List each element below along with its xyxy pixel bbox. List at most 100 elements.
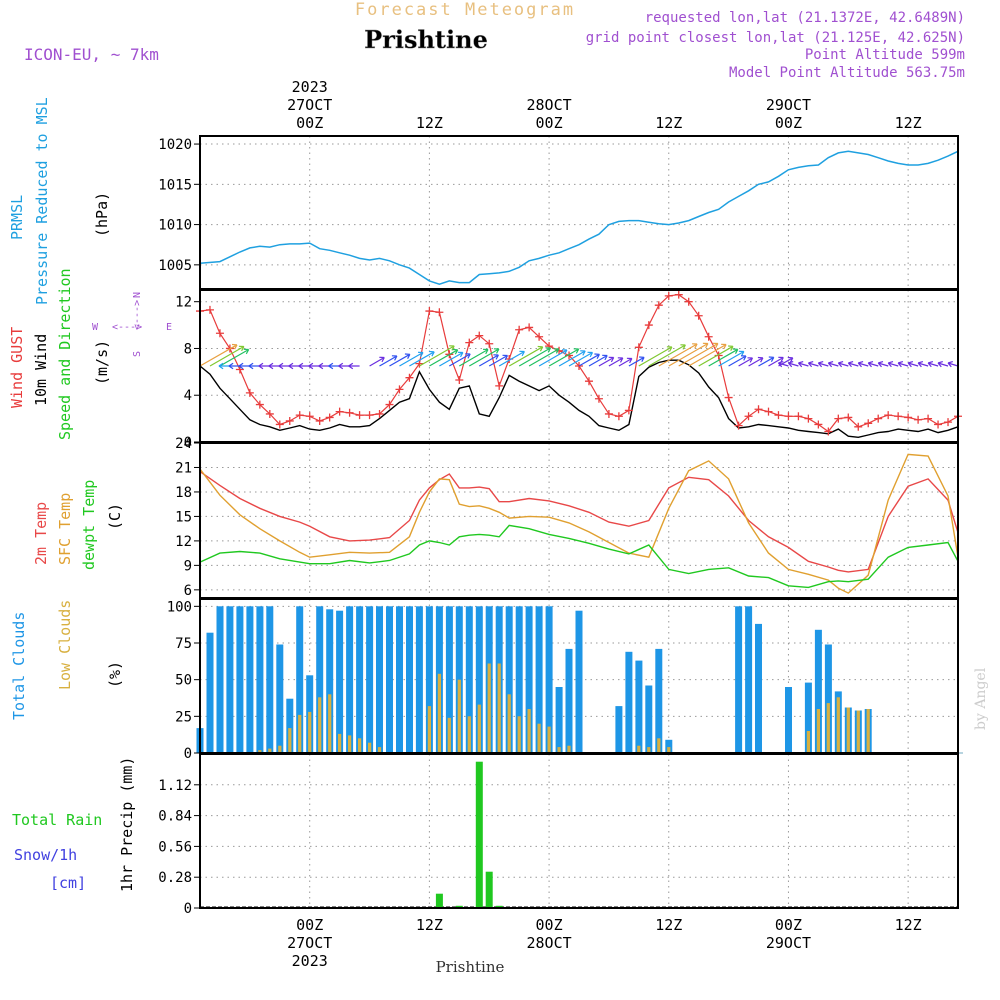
wind-gust-point xyxy=(704,332,713,341)
total-cloud-bar xyxy=(745,606,753,753)
compass-east: E xyxy=(166,322,172,333)
wind-direction-arrow xyxy=(528,348,560,367)
low-cloud-bar xyxy=(537,723,541,753)
temp-unit: (C) xyxy=(106,503,124,530)
wind-gust-point xyxy=(425,307,434,316)
wind-gust-point xyxy=(644,321,653,330)
requested-coords: requested lon,lat (21.1372E, 42.6489N) xyxy=(645,10,965,26)
precip-rain-label: Total Rain xyxy=(12,811,102,829)
footer-location: Prishtine xyxy=(436,958,505,976)
wind-gust-point xyxy=(904,413,913,422)
top-time-label: 2023 xyxy=(292,78,328,96)
wind-gust-point xyxy=(435,308,444,317)
total-cloud-bar xyxy=(286,698,294,753)
wind-gust-point xyxy=(784,412,793,421)
wind-direction-arrow xyxy=(199,343,238,367)
total-cloud-bar xyxy=(465,606,473,753)
y-tick-label: 12 xyxy=(175,534,192,550)
y-tick-label: 0 xyxy=(184,901,192,917)
wind-direction-arrow xyxy=(758,356,775,367)
wind-direction-arrow xyxy=(399,351,424,367)
total-cloud-bar xyxy=(296,606,304,753)
wind-gust-point xyxy=(804,414,813,423)
wind-direction-arrow xyxy=(927,361,939,368)
low-cloud-bar xyxy=(836,697,840,753)
wind-gust-point xyxy=(614,412,623,421)
grid-layer xyxy=(200,136,958,909)
wind-gust-point xyxy=(255,400,264,409)
wind-gust-point xyxy=(934,420,943,429)
y-tick-label: 25 xyxy=(175,709,192,725)
wind-direction-arrow xyxy=(698,345,734,367)
wind-direction-arrow xyxy=(718,350,745,367)
wind-direction-arrow xyxy=(338,362,350,370)
total-cloud-bar xyxy=(635,660,643,753)
y-tick-label: 6 xyxy=(184,583,192,599)
low-cloud-bar xyxy=(806,731,810,753)
wind-direction-arrow xyxy=(778,356,794,367)
compass-rose: N <---> S W <---> E xyxy=(92,292,172,357)
wind-direction-arrow xyxy=(897,361,909,368)
wind-direction-arrow xyxy=(318,362,330,370)
low-cloud-bar xyxy=(517,716,521,753)
wind-direction-arrow xyxy=(518,347,552,367)
wind-direction-arrow xyxy=(777,361,789,368)
low-cloud-bar xyxy=(427,706,431,753)
wind-direction-arrow xyxy=(288,362,300,370)
total-cloud-bar xyxy=(396,606,403,753)
wind-gust-point xyxy=(515,325,524,334)
app-title: Forecast Meteogram xyxy=(355,0,575,20)
low-cloud-bar xyxy=(567,745,571,753)
wind-direction-arrow xyxy=(578,353,600,367)
top-time-label: 12Z xyxy=(416,114,443,132)
wind-gust-point xyxy=(305,412,314,421)
total-cloud-bar xyxy=(824,644,832,753)
wind-direction-arrow xyxy=(479,354,499,367)
temp-sfc-label: SFC Temp xyxy=(56,493,74,565)
wind-direction-arrow xyxy=(328,362,340,370)
clouds-low-label: Low Clouds xyxy=(56,600,74,690)
temp-2m-label: 2m Temp xyxy=(32,502,50,565)
low-cloud-bar xyxy=(816,709,820,753)
y-tick-label: 0.84 xyxy=(158,809,192,825)
low-cloud-bar xyxy=(318,697,322,753)
wind-gust-point xyxy=(475,331,484,340)
wind-gust-point xyxy=(684,297,693,306)
wind-gust-point xyxy=(285,416,294,425)
wind-dir-label: Speed and Direction xyxy=(56,268,74,440)
rain-bar xyxy=(475,761,483,908)
low-cloud-bar xyxy=(826,703,830,753)
wind-direction-arrow xyxy=(618,357,633,367)
wind-gust-point xyxy=(724,393,733,402)
low-cloud-bar xyxy=(637,745,641,753)
wind-direction-arrow xyxy=(449,353,471,367)
low-cloud-bar xyxy=(338,733,342,753)
wind-direction-arrow xyxy=(738,357,754,367)
wind-direction-arrow xyxy=(598,356,615,367)
wind-gust-point xyxy=(395,385,404,394)
wind-gust-point xyxy=(295,411,304,420)
wind-direction-arrow xyxy=(827,361,839,368)
panel-frame xyxy=(199,753,959,909)
wind-direction-arrow xyxy=(278,362,290,370)
wind-gust-point xyxy=(874,414,883,423)
wind-direction-arrow xyxy=(268,362,280,370)
wind-gust-point xyxy=(335,407,344,416)
y-tick-label: 15 xyxy=(175,509,192,525)
wind-gust-point xyxy=(824,427,833,436)
total-cloud-bar xyxy=(515,606,523,753)
wind-direction-arrow xyxy=(907,361,919,368)
total-cloud-bar xyxy=(655,648,663,753)
wind-direction-arrow xyxy=(588,354,608,367)
y-tick-label: 0.56 xyxy=(158,839,192,855)
wind-gust-point xyxy=(624,406,633,415)
low-cloud-bar xyxy=(856,710,860,753)
wind-direction-arrow xyxy=(439,351,464,367)
total-cloud-bar xyxy=(535,606,543,753)
total-cloud-bar xyxy=(545,606,553,753)
wind-gust-point xyxy=(315,416,324,425)
wind-gust-point xyxy=(375,409,384,418)
model-name: ICON-EU, ~ 7km xyxy=(24,45,159,64)
wind-direction-arrow xyxy=(568,351,594,367)
wind-direction-arrow xyxy=(508,345,544,367)
